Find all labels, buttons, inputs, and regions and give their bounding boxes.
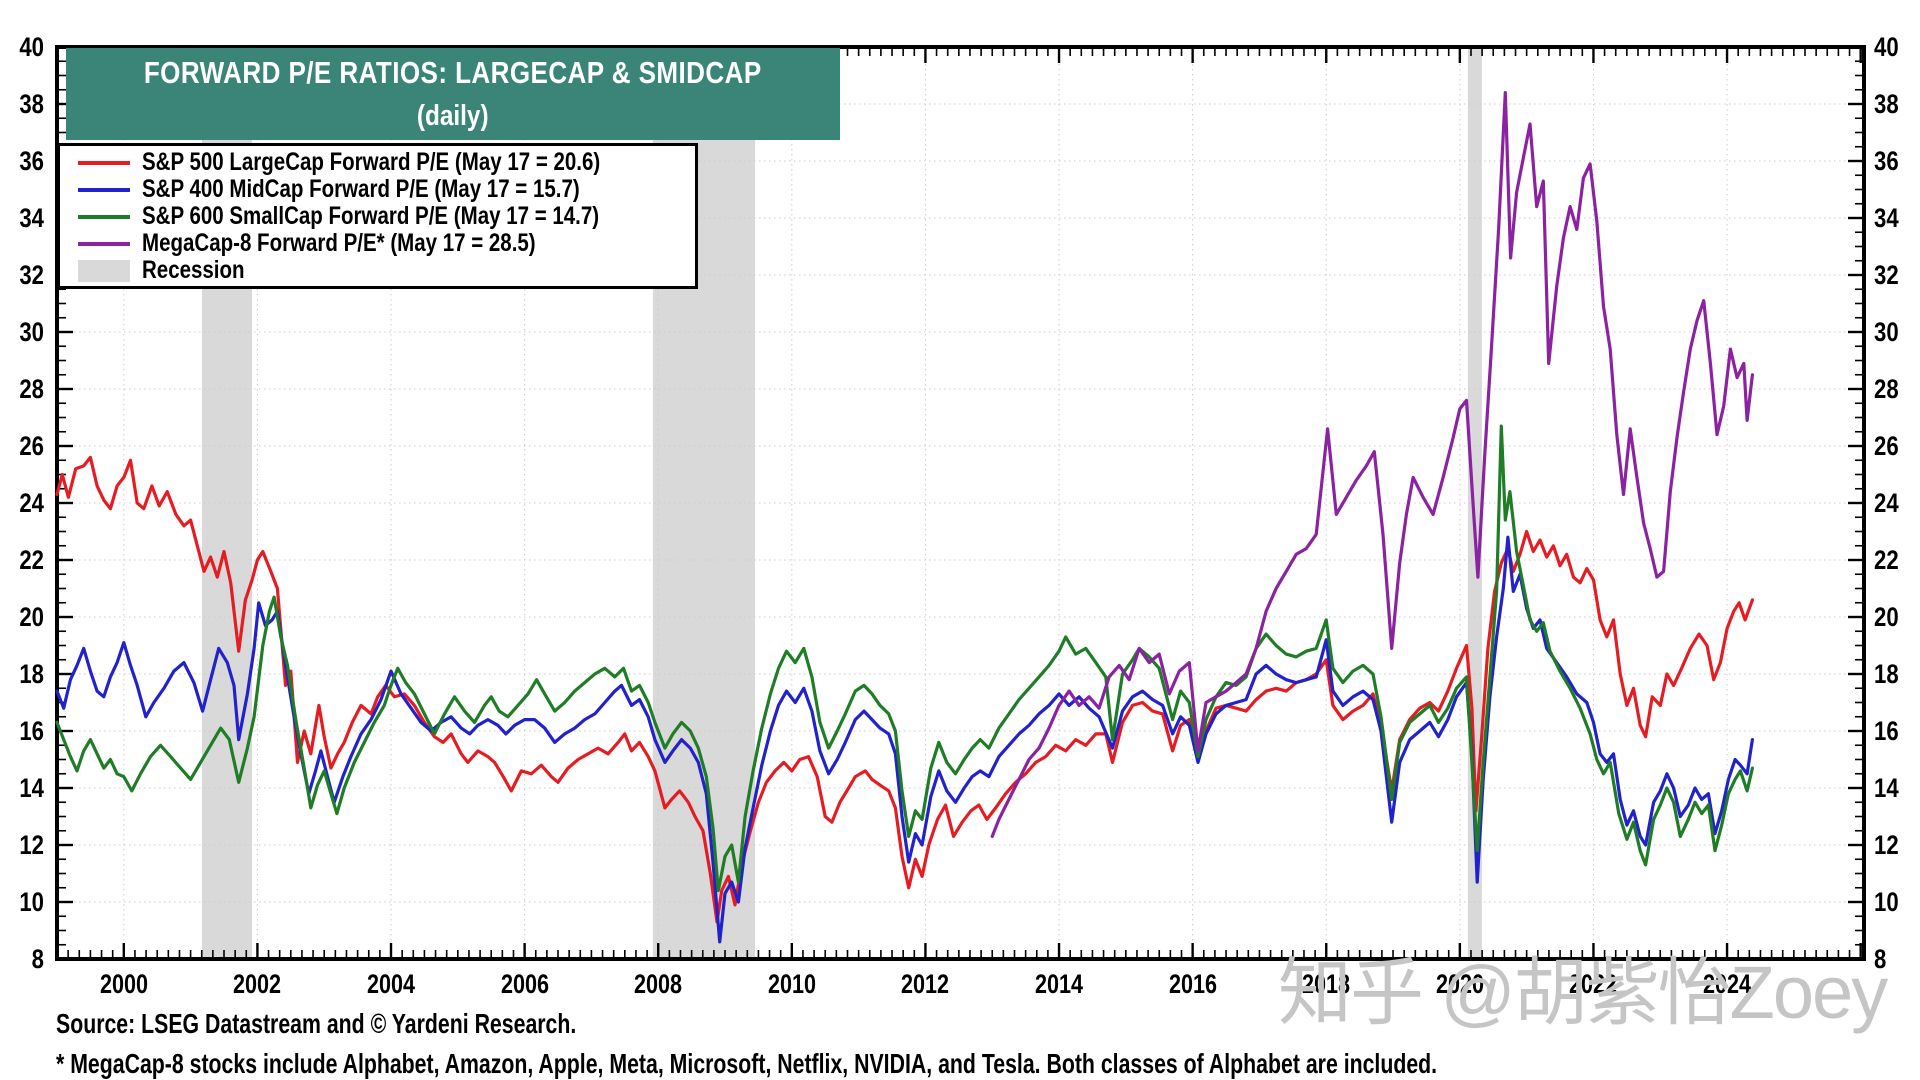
y-axis-tick-label-right: 20 — [1874, 602, 1899, 632]
series-line-sp600-smallcap — [55, 424, 1754, 893]
y-axis-tick-label-left: 12 — [19, 830, 44, 860]
y-axis-tick-label-left: 24 — [19, 488, 44, 518]
y-axis-tick-label-left: 22 — [19, 545, 44, 575]
y-axis-tick-label-right: 40 — [1874, 32, 1899, 62]
y-axis-tick-label-left: 30 — [19, 317, 44, 347]
y-axis-tick-label-left: 26 — [19, 431, 44, 461]
series-line-megacap-8 — [990, 91, 1754, 838]
y-axis-tick-label-right: 30 — [1874, 317, 1899, 347]
y-axis-tick-label-left: 28 — [19, 374, 44, 404]
y-axis-tick-label-left: 8 — [31, 944, 44, 974]
y-axis-tick-label-right: 36 — [1874, 146, 1899, 176]
legend-item-megacap8: MegaCap-8 Forward P/E* (May 17 = 28.5) — [78, 229, 695, 257]
legend-item-sp600: S&P 600 SmallCap Forward P/E (May 17 = 1… — [78, 202, 695, 230]
site-watermark: 知乎 @胡紫怡Zoey — [1278, 951, 1888, 1034]
y-axis-tick-label-right: 8 — [1874, 944, 1887, 974]
legend-label: S&P 400 MidCap Forward P/E (May 17 = 15.… — [142, 175, 580, 203]
x-axis-tick-label: 2002 — [233, 969, 282, 999]
y-axis-tick-label-right: 38 — [1874, 89, 1899, 119]
x-axis-tick-label: 2000 — [99, 969, 148, 999]
y-axis-tick-label-left: 16 — [19, 716, 44, 746]
y-axis-tick-label-left: 32 — [19, 260, 44, 290]
y-axis-tick-label-right: 18 — [1874, 659, 1899, 689]
legend-item-sp400: S&P 400 MidCap Forward P/E (May 17 = 15.… — [78, 175, 695, 203]
recession-band-swatch — [78, 259, 130, 282]
x-axis-tick-label: 2022 — [1569, 969, 1618, 999]
y-axis-tick-label-right: 14 — [1874, 773, 1899, 803]
x-axis-tick-label: 2018 — [1302, 969, 1351, 999]
sp600-line-swatch — [78, 214, 130, 219]
x-axis-tick-label: 2020 — [1435, 969, 1484, 999]
legend-label: Recession — [142, 256, 245, 284]
legend-label: MegaCap-8 Forward P/E* (May 17 = 28.5) — [142, 229, 536, 257]
chart-title: FORWARD P/E RATIOS: LARGECAP & SMIDCAP — [144, 55, 762, 90]
megacap8-line-swatch — [78, 241, 130, 246]
megacap8-footnote: * MegaCap-8 stocks include Alphabet, Ama… — [56, 1048, 1438, 1079]
x-axis-tick-label: 2014 — [1034, 969, 1084, 999]
legend: S&P 500 LargeCap Forward P/E (May 17 = 2… — [57, 143, 698, 289]
y-axis-tick-label-right: 26 — [1874, 431, 1899, 461]
sp400-line-swatch — [78, 187, 130, 192]
series-line-sp400-midcap — [55, 535, 1754, 944]
sp500-line-swatch — [78, 160, 130, 165]
x-axis-tick-label: 2016 — [1168, 969, 1217, 999]
plot-frame — [55, 45, 1866, 961]
y-axis-tick-label-left: 20 — [19, 602, 44, 632]
x-axis-tick-label: 2010 — [767, 969, 816, 999]
y-axis-tick-label-right: 34 — [1874, 203, 1899, 233]
y-axis-tick-label-right: 32 — [1874, 260, 1899, 290]
x-axis-tick-label: 2008 — [634, 969, 683, 999]
y-axis-tick-label-left: 40 — [19, 32, 44, 62]
x-axis-tick-label: 2004 — [366, 969, 416, 999]
y-axis-tick-label-left: 38 — [19, 89, 44, 119]
y-axis-tick-label-left: 36 — [19, 146, 44, 176]
y-axis-tick-label-right: 28 — [1874, 374, 1899, 404]
y-axis-tick-label-right: 10 — [1874, 887, 1899, 917]
y-axis-tick-label-left: 10 — [19, 887, 44, 917]
legend-item-recession: Recession — [78, 256, 695, 284]
chart-subtitle: (daily) — [417, 100, 489, 132]
x-axis-tick-label: 2006 — [500, 969, 549, 999]
y-axis-tick-label-right: 22 — [1874, 545, 1899, 575]
legend-label: S&P 600 SmallCap Forward P/E (May 17 = 1… — [142, 202, 600, 230]
y-axis-tick-label-left: 14 — [19, 773, 44, 803]
chart-title-box: FORWARD P/E RATIOS: LARGECAP & SMIDCAP (… — [66, 48, 840, 140]
x-axis-tick-label: 2024 — [1703, 969, 1752, 999]
y-axis-tick-label-left: 18 — [19, 659, 44, 689]
y-axis-tick-label-left: 34 — [19, 203, 44, 233]
legend-label: S&P 500 LargeCap Forward P/E (May 17 = 2… — [142, 148, 601, 176]
y-axis-tick-label-right: 24 — [1874, 488, 1899, 518]
x-axis-tick-label: 2012 — [901, 969, 950, 999]
y-axis-tick-label-right: 12 — [1874, 830, 1899, 860]
y-axis-tick-label-right: 16 — [1874, 716, 1899, 746]
source-credit: Source: LSEG Datastream and © Yardeni Re… — [56, 1008, 577, 1039]
legend-item-sp500: S&P 500 LargeCap Forward P/E (May 17 = 2… — [78, 148, 695, 176]
